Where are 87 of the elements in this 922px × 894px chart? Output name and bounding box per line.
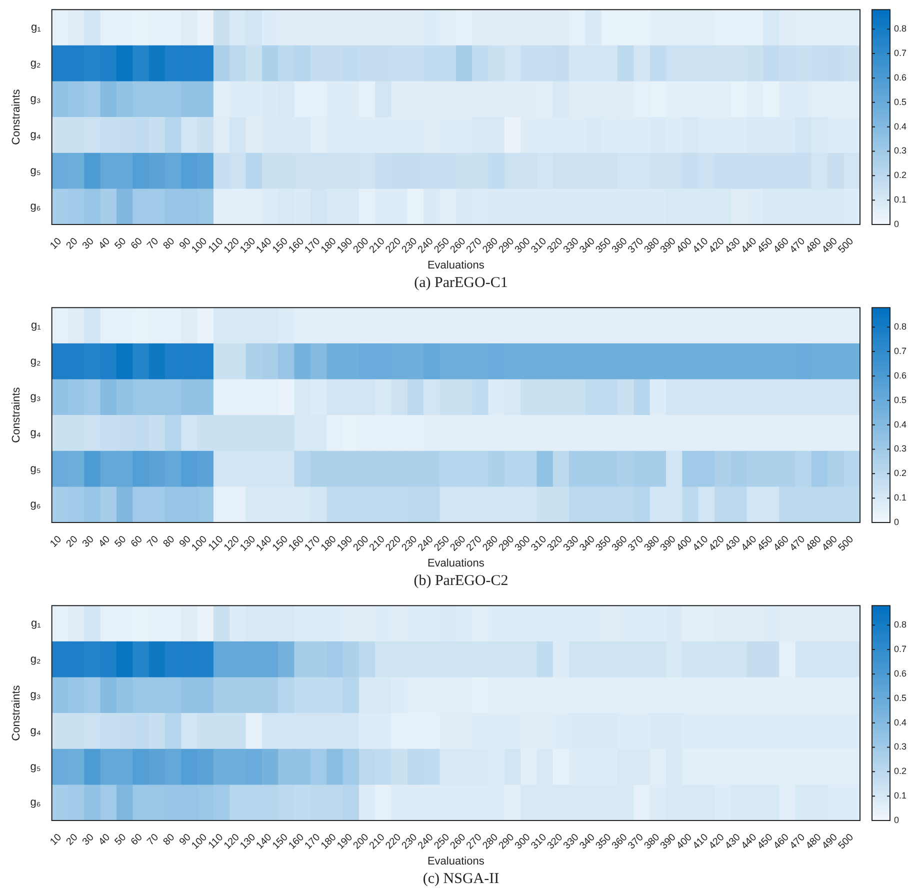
color-bar-label: 0.1 [894, 194, 907, 205]
color-bar-label: 0.4 [894, 419, 907, 430]
x-tick-label: 10 [48, 534, 64, 550]
color-bar-label: 0.4 [894, 121, 907, 132]
x-tick-label: 20 [64, 534, 80, 550]
y-tick-label: g₂ [30, 57, 41, 70]
x-tick-label: 170 [303, 236, 323, 256]
x-tick-label: 70 [145, 832, 162, 848]
color-bar-label: 0.5 [894, 394, 907, 405]
y-tick-label: g₆ [30, 498, 41, 511]
color-bar-label: 0 [894, 517, 900, 527]
x-tick-label: 500 [836, 534, 856, 554]
y-tick-label: g₅ [30, 462, 41, 475]
color-bar-label: 0.7 [894, 48, 907, 58]
color-bar-label: 0.5 [894, 692, 907, 703]
color-bar-label: 0.3 [894, 444, 907, 454]
x-tick-label: 50 [112, 236, 129, 252]
y-tick-label: g₃ [30, 391, 41, 404]
y-tick-label: g₄ [30, 427, 42, 439]
x-tick-label: 60 [129, 832, 146, 848]
color-bar-label: 0 [894, 815, 900, 825]
x-tick-label: 30 [80, 534, 97, 550]
color-bar-label: 0.2 [894, 468, 907, 478]
x-axis-title: Evaluations [427, 855, 485, 868]
x-tick-label: 30 [80, 236, 97, 252]
x-tick-label: 60 [129, 236, 146, 252]
x-tick-label: 70 [145, 236, 162, 252]
x-tick-label: 500 [836, 832, 856, 852]
y-tick-label: g₁ [30, 320, 42, 332]
x-tick-label: 40 [96, 236, 113, 252]
y-tick-label: g₁ [30, 22, 42, 34]
text: (a) ParEGO-C1 [413, 274, 509, 293]
y-tick-label: g₂ [30, 355, 41, 368]
x-tick-label: 140 [254, 832, 274, 852]
y-axis-title: Constraints [10, 88, 23, 145]
color-bar-label: 0.8 [894, 24, 907, 34]
x-tick-label: 80 [161, 236, 178, 252]
color-bar-label: 0.2 [894, 766, 907, 776]
color-bar-label: 0.1 [894, 492, 907, 503]
color-bar-label: 0.3 [894, 742, 907, 752]
text: (c) NSGA-II [422, 870, 500, 889]
x-tick-label: 40 [96, 832, 113, 848]
y-tick-label: g₄ [30, 129, 42, 141]
color-bar-label: 0.2 [894, 170, 907, 180]
color-bar-label: 0 [894, 219, 900, 229]
x-tick-label: 80 [161, 832, 178, 848]
x-tick-label: 50 [112, 534, 129, 550]
y-axis-title: Constraints [10, 386, 23, 443]
y-tick-label: g₁ [30, 618, 42, 630]
x-axis-title: Evaluations [427, 259, 485, 272]
x-tick-label: 60 [129, 534, 146, 550]
x-tick-label: 20 [64, 832, 80, 848]
y-axis-title: Constraints [10, 684, 23, 741]
x-tick-label: 10 [48, 236, 64, 252]
x-tick-label: 170 [303, 534, 323, 554]
x-tick-label: 10 [48, 832, 64, 848]
y-tick-label: g₅ [30, 164, 41, 177]
color-bar-label: 0.3 [894, 146, 907, 156]
y-tick-label: g₅ [30, 760, 41, 773]
text: (b) ParEGO-C2 [412, 572, 510, 591]
color-bar-label: 0.4 [894, 717, 907, 728]
y-tick-label: g₃ [30, 93, 41, 106]
color-bar-label: 0.6 [894, 370, 907, 380]
x-tick-label: 80 [161, 534, 178, 550]
x-tick-label: 50 [112, 832, 129, 848]
color-bar-label: 0.8 [894, 620, 907, 630]
y-tick-label: g₃ [30, 689, 41, 702]
x-tick-label: 170 [303, 832, 323, 852]
x-tick-label: 70 [145, 534, 162, 550]
x-tick-label: 40 [96, 534, 113, 550]
color-bar-label: 0.1 [894, 790, 907, 801]
color-bar-label: 0.6 [894, 72, 907, 82]
x-tick-label: 20 [64, 236, 80, 252]
y-tick-label: g₆ [30, 200, 41, 213]
y-tick-label: g₆ [30, 796, 41, 809]
y-tick-label: g₄ [30, 725, 42, 737]
color-bar-label: 0.7 [894, 346, 907, 356]
x-tick-label: 30 [80, 832, 97, 848]
y-tick-label: g₂ [30, 653, 41, 666]
color-bar-label: 0.8 [894, 322, 907, 332]
x-axis-title: Evaluations [427, 557, 485, 570]
color-bar-label: 0.5 [894, 96, 907, 107]
color-bar-label: 0.7 [894, 644, 907, 654]
color-bar-label: 0.6 [894, 668, 907, 678]
x-tick-label: 500 [836, 236, 856, 256]
x-tick-label: 140 [254, 236, 274, 256]
x-tick-label: 140 [254, 534, 274, 554]
